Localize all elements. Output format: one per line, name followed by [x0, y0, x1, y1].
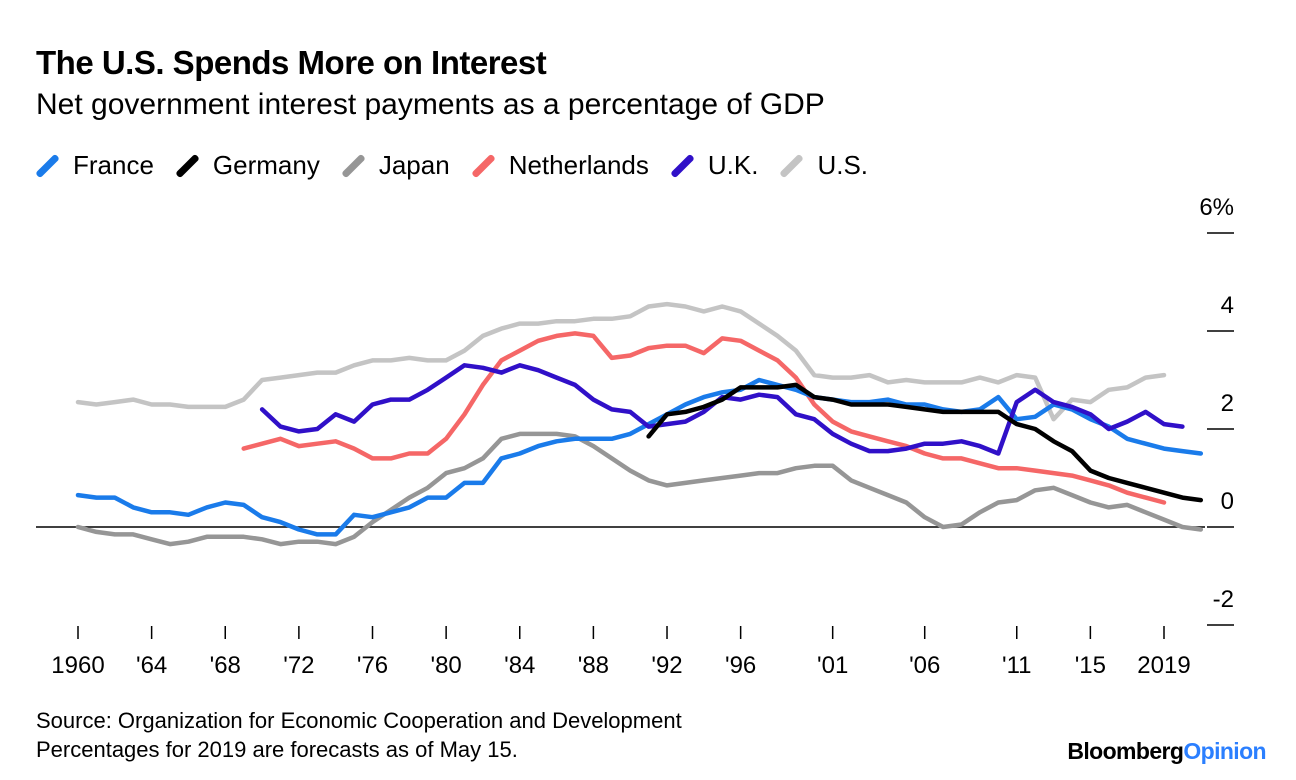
x-tick-label: '84 — [504, 652, 535, 679]
x-tick-label: 1960 — [51, 652, 104, 679]
x-tick-label: 2019 — [1137, 652, 1190, 679]
legend: France Germany Japan Netherlands U.K. U.S. — [35, 150, 890, 181]
y-tick-label: 6% — [1199, 194, 1234, 221]
x-tick-label: '88 — [578, 652, 609, 679]
chart-subtitle: Net government interest payments as a pe… — [36, 88, 825, 121]
line-chart: 6% 4 2 0 -2 1960 '64 '68 '72 '76 '80 '84 '88 '92 '96 '… — [36, 194, 1234, 679]
x-tick-label: '80 — [430, 652, 461, 679]
legend-label: U.S. — [817, 150, 869, 180]
series-line-france — [75, 377, 1204, 537]
x-tick-label: '15 — [1075, 652, 1106, 679]
series-line-japan — [75, 431, 1204, 547]
legend-item: France — [35, 150, 154, 181]
x-tick-label: '76 — [357, 652, 388, 679]
x-axis: 1960 '64 '68 '72 '76 '80 '84 '88 '92 '96 '01 '06 '11… — [51, 626, 1191, 679]
y-tick-label: 4 — [1221, 292, 1234, 319]
x-tick-label: '06 — [909, 652, 940, 679]
chart-title: The U.S. Spends More on Interest — [36, 44, 547, 81]
series-line-netherlands — [241, 331, 1167, 505]
series-line-germany — [646, 382, 1204, 503]
legend-item: Netherlands — [470, 150, 649, 181]
legend-label: Germany — [212, 150, 320, 180]
legend-label: Japan — [378, 150, 450, 180]
brand-part2: Opinion — [1183, 738, 1266, 764]
x-tick-label: '92 — [651, 652, 682, 679]
x-tick-label: '11 — [1002, 652, 1032, 679]
y-tick-label: -2 — [1213, 586, 1234, 613]
x-tick-label: '72 — [283, 652, 314, 679]
y-tick-label: 0 — [1221, 488, 1234, 515]
y-tick-label: 2 — [1221, 390, 1234, 417]
brand-logo: BloombergOpinion — [1067, 738, 1266, 765]
legend-item: U.S. — [779, 150, 869, 181]
legend-label: U.K. — [707, 150, 759, 180]
series-line-us — [75, 301, 1167, 422]
legend-item: U.K. — [670, 150, 759, 181]
series-layer — [75, 301, 1204, 547]
source-note: Source: Organization for Economic Cooper… — [36, 708, 682, 733]
legend-label: France — [73, 150, 154, 180]
brand-part1: Bloomberg — [1067, 738, 1184, 764]
x-tick-label: '01 — [817, 652, 848, 679]
legend-item: Germany — [175, 150, 320, 181]
x-tick-label: '64 — [136, 652, 167, 679]
forecast-note: Percentages for 2019 are forecasts as of… — [36, 737, 518, 762]
legend-label: Netherlands — [508, 150, 649, 180]
footnote: Source: Organization for Economic Cooper… — [36, 706, 682, 764]
x-tick-label: '96 — [725, 652, 756, 679]
legend-item: Japan — [340, 150, 450, 181]
x-tick-label: '68 — [210, 652, 241, 679]
y-axis: 6% 4 2 0 -2 — [1199, 194, 1234, 626]
